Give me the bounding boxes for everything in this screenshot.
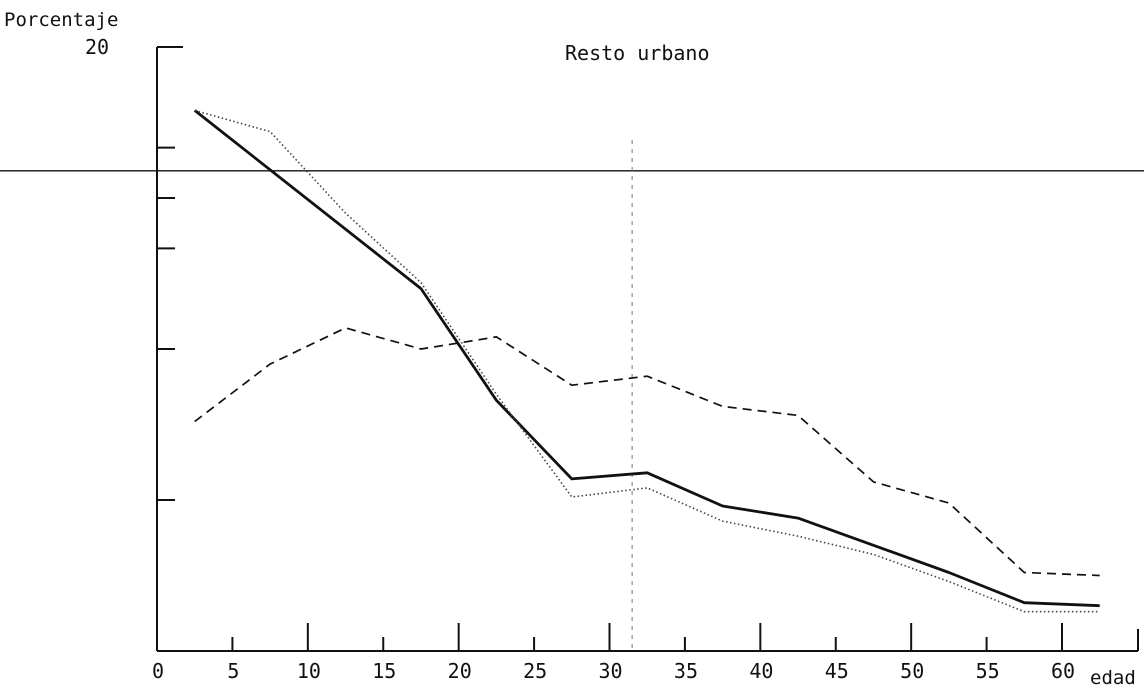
x-tick-label: 45 <box>825 659 849 683</box>
labels-layer: Porcentaje Resto urbano edad 20 0 5 10 15 20 2… <box>4 9 1136 689</box>
x-tick-label: 20 <box>448 659 472 683</box>
x-tick-label: 50 <box>900 659 924 683</box>
guides-layer <box>0 140 1144 651</box>
series-line-dashed <box>194 327 1100 577</box>
x-tick-label: 55 <box>976 659 1000 683</box>
x-tick-label: 40 <box>749 659 773 683</box>
x-tick-label: 0 <box>152 659 164 683</box>
series-line-dotted <box>194 109 1100 613</box>
x-tick-label: 30 <box>599 659 623 683</box>
series-layer <box>193 109 1100 613</box>
chart-title: Resto urbano <box>565 41 710 65</box>
x-tick-label: 25 <box>523 659 547 683</box>
y-axis-label: Porcentaje <box>4 9 118 31</box>
x-tick-label: 5 <box>227 659 239 683</box>
y-tick-label: 20 <box>85 35 109 59</box>
x-tick-label: 60 <box>1051 659 1075 683</box>
axes-layer <box>156 46 1139 652</box>
series-line-solid <box>193 109 1100 608</box>
x-tick-label: 10 <box>297 659 321 683</box>
x-axis-label: edad <box>1090 667 1136 686</box>
x-tick-label: 15 <box>372 659 396 683</box>
x-tick-label: 35 <box>674 659 698 683</box>
